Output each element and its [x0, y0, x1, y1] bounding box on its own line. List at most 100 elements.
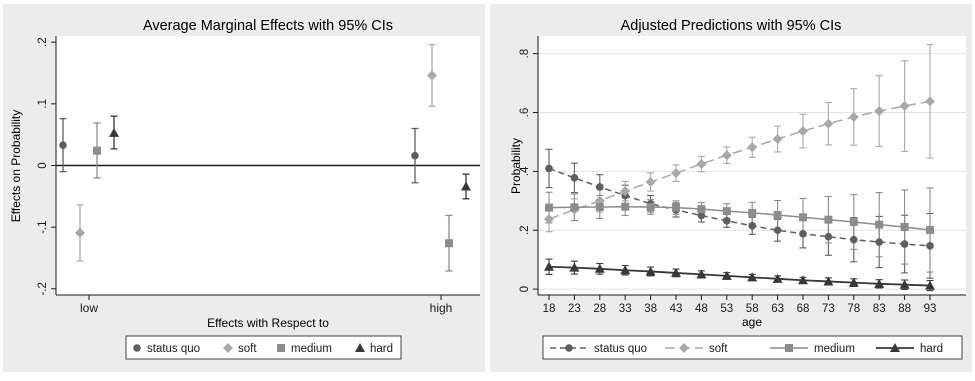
left-point-triangle: [461, 181, 471, 191]
right-chart-title: Adjusted Predictions with 95% CIs: [621, 18, 842, 34]
right-x-tick-label: 48: [695, 303, 708, 315]
left-legend-label: hard: [370, 343, 393, 355]
right-point-square: [722, 207, 731, 216]
right-point-diamond: [925, 96, 935, 107]
right-point-square: [824, 215, 833, 224]
left-y-tick-label: -.1: [37, 220, 49, 233]
right-x-tick-label: 23: [568, 303, 581, 315]
right-point-triangle: [671, 267, 681, 277]
right-axes: 0 .2 .4 .6 .8 18 23 28 33 38 43 48 53 58 63 68 73 78 83 88 9…: [519, 36, 966, 315]
left-chart-title: Average Marginal Effects with 95% CIs: [143, 18, 393, 34]
right-x-tick-label: 78: [847, 303, 860, 315]
right-y-axis-label: Probability: [509, 138, 523, 194]
left-x-tick-label: high: [430, 301, 453, 315]
right-point-diamond: [645, 176, 656, 187]
left-point-square: [93, 146, 101, 155]
right-point-triangle: [925, 280, 935, 290]
right-x-tick-label: 63: [771, 303, 784, 315]
left-legend-box: [125, 335, 402, 360]
right-legend-label: status quo: [594, 343, 647, 355]
right-point-triangle: [874, 278, 885, 288]
right-plot-area: [538, 36, 966, 295]
right-legend: status quo soft medium hard: [550, 343, 943, 355]
right-point-circle: [850, 235, 858, 244]
right-point-triangle: [772, 273, 783, 283]
right-point-diamond: [848, 111, 859, 122]
right-x-tick-label: 38: [644, 303, 657, 315]
right-x-tick-label: 58: [746, 303, 759, 315]
right-point-circle: [723, 217, 731, 225]
right-point-circle: [875, 238, 883, 246]
right-legend-label: soft: [709, 343, 728, 355]
left-legend-label: status quo: [147, 343, 200, 355]
left-point-diamond: [75, 227, 85, 238]
right-point-square: [595, 202, 604, 211]
right-point-square: [849, 218, 858, 227]
right-legend-label: medium: [814, 343, 855, 355]
right-point-diamond: [671, 168, 681, 179]
right-point-diamond: [721, 150, 732, 161]
right-point-square: [799, 213, 807, 222]
right-point-triangle: [798, 275, 808, 285]
left-point-circle: [59, 141, 67, 149]
left-y-tick-label: 0: [37, 162, 49, 168]
right-point-triangle: [721, 270, 732, 280]
left-legend-marker: [133, 344, 141, 352]
right-point-triangle: [569, 262, 580, 272]
left-legend-marker: [277, 344, 285, 352]
right-y-tick-label: .2: [519, 225, 531, 235]
left-y-tick-label: -.2: [37, 282, 49, 295]
right-point-diamond: [772, 134, 783, 145]
left-plot-marks: [56, 43, 480, 272]
right-legend-label: hard: [920, 343, 943, 355]
right-series-line: [548, 100, 931, 220]
left-legend-label: soft: [238, 343, 257, 355]
right-legend-box: [542, 335, 963, 360]
right-point-circle: [570, 174, 579, 182]
right-point-triangle: [645, 266, 656, 276]
right-point-diamond: [823, 118, 834, 129]
right-x-axis-label: age: [742, 315, 762, 329]
right-point-triangle: [594, 263, 605, 273]
right-point-square: [570, 203, 579, 212]
left-legend-label: medium: [291, 343, 332, 355]
left-point-circle: [411, 151, 419, 160]
right-point-circle: [926, 242, 934, 250]
left-y-tick-label: .1: [37, 99, 49, 109]
right-point-circle: [900, 240, 909, 248]
right-point-triangle: [848, 277, 859, 287]
right-x-tick-label: 18: [543, 303, 556, 315]
right-legend-marker: [785, 344, 793, 352]
right-point-diamond: [798, 126, 808, 137]
right-point-square: [621, 202, 630, 211]
left-y-axis-label: Effects on Probability: [9, 110, 23, 223]
right-point-triangle: [899, 279, 910, 289]
right-point-square: [773, 210, 782, 219]
right-point-circle: [596, 183, 604, 191]
right-point-square: [672, 203, 680, 212]
left-x-tick-label: low: [80, 301, 98, 315]
right-x-tick-label: 68: [797, 303, 810, 315]
right-x-tick-label: 83: [873, 303, 886, 315]
right-point-diamond: [874, 106, 885, 117]
right-point-square: [697, 205, 706, 214]
right-point-circle: [824, 232, 833, 241]
left-x-axis-label: Effects with Respect to: [207, 316, 329, 330]
right-y-tick-label: .6: [519, 108, 531, 118]
right-point-diamond: [747, 142, 758, 153]
right-point-diamond: [544, 214, 554, 225]
right-point-square: [545, 203, 553, 212]
right-x-tick-label: 33: [619, 303, 632, 315]
right-point-circle: [545, 164, 553, 173]
left-legend-marker: [355, 343, 365, 352]
left-y-tick-label: .2: [37, 37, 49, 47]
right-point-triangle: [696, 269, 707, 279]
right-y-tick-label: .4: [519, 166, 531, 176]
right-y-tick-label: 0: [519, 286, 531, 292]
right-point-square: [875, 220, 884, 229]
right-y-tick-label: .8: [519, 49, 531, 59]
right-point-triangle: [823, 276, 834, 286]
left-legend: status quo soft medium hard: [133, 343, 393, 355]
